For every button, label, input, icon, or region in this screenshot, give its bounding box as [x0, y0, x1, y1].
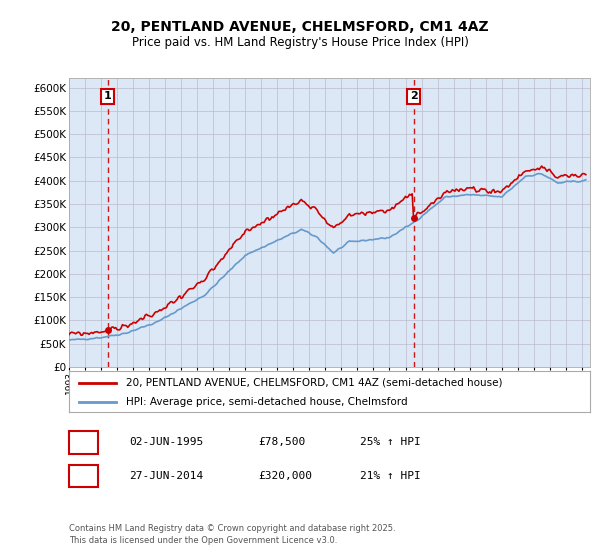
Text: 2: 2 — [410, 91, 418, 101]
Text: 02-JUN-1995: 02-JUN-1995 — [129, 437, 203, 447]
Text: £78,500: £78,500 — [258, 437, 305, 447]
Text: £320,000: £320,000 — [258, 471, 312, 481]
Text: HPI: Average price, semi-detached house, Chelmsford: HPI: Average price, semi-detached house,… — [126, 396, 408, 407]
Text: 1: 1 — [104, 91, 112, 101]
Text: Price paid vs. HM Land Registry's House Price Index (HPI): Price paid vs. HM Land Registry's House … — [131, 36, 469, 49]
Text: 25% ↑ HPI: 25% ↑ HPI — [360, 437, 421, 447]
Text: 2: 2 — [79, 469, 88, 483]
Text: 27-JUN-2014: 27-JUN-2014 — [129, 471, 203, 481]
Text: 20, PENTLAND AVENUE, CHELMSFORD, CM1 4AZ (semi-detached house): 20, PENTLAND AVENUE, CHELMSFORD, CM1 4AZ… — [126, 377, 503, 388]
Text: 1: 1 — [79, 436, 88, 449]
Text: Contains HM Land Registry data © Crown copyright and database right 2025.
This d: Contains HM Land Registry data © Crown c… — [69, 524, 395, 545]
Text: 20, PENTLAND AVENUE, CHELMSFORD, CM1 4AZ: 20, PENTLAND AVENUE, CHELMSFORD, CM1 4AZ — [111, 20, 489, 34]
Text: 21% ↑ HPI: 21% ↑ HPI — [360, 471, 421, 481]
